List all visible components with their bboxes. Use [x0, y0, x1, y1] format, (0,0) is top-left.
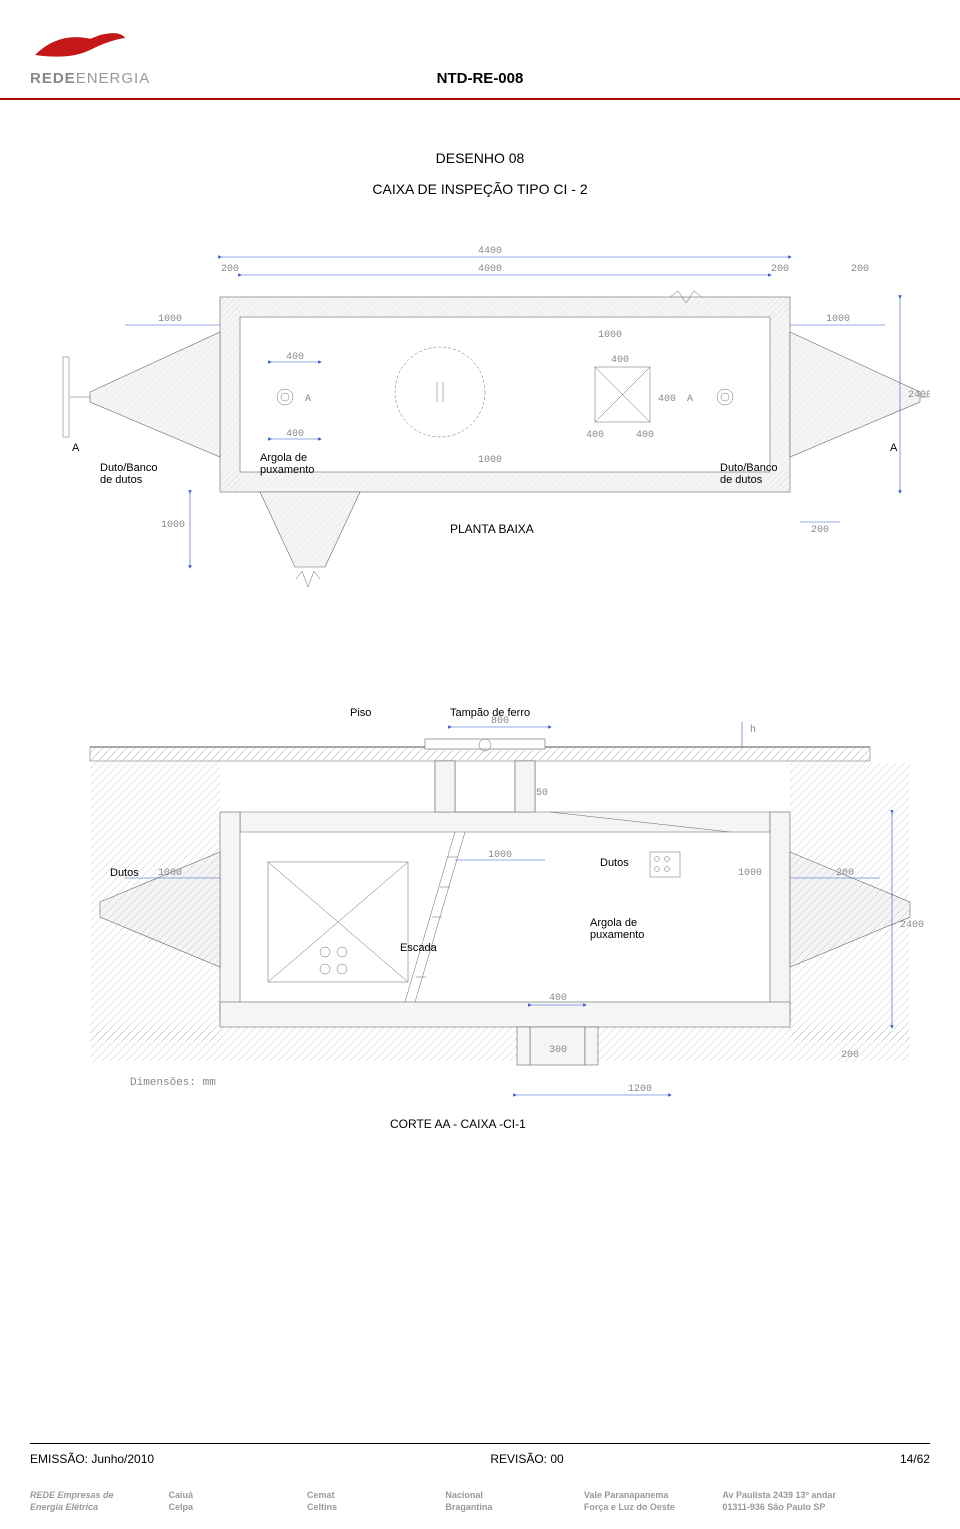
footer-meta: EMISSÃO: Junho/2010 REVISÃO: 00 14/62 — [30, 1452, 930, 1466]
label-tampao: Tampão de ferro — [450, 707, 530, 719]
logo: REDEENERGIA — [30, 20, 150, 87]
section-view: 800 h 650 450 — [30, 677, 930, 1157]
col1-sub: Energia Elétrica — [30, 1501, 168, 1514]
label-a-left: A — [72, 442, 79, 454]
footer-col4: Nacional Bragantina — [445, 1489, 583, 1514]
dim-1000c: 1000 — [738, 868, 762, 879]
dim-400e: 400 — [586, 430, 604, 441]
logo-primary: REDE — [30, 70, 76, 87]
label-duto-l: Duto/Banco de dutos — [100, 462, 157, 486]
footer-col3: Cemat Celtins — [307, 1489, 445, 1514]
footer-col2: Caiuá Celpa — [168, 1489, 306, 1514]
dim-400s: 400 — [549, 993, 567, 1004]
dim-200l: 200 — [221, 264, 239, 275]
svg-text:A: A — [305, 394, 311, 405]
addr1: Av Paulista 2439 13º andar — [722, 1489, 930, 1502]
dim-200a: 200 — [836, 868, 854, 879]
dim-4400: 4400 — [478, 246, 502, 257]
dim-1200: 1200 — [628, 1084, 652, 1095]
plan-view: 4400 4000 200 200 200 — [30, 227, 930, 647]
footer-cols: REDE Empresas de Energia Elétrica Caiuá … — [30, 1489, 930, 1514]
col1-title: REDE Empresas de — [30, 1489, 168, 1502]
logo-text: REDEENERGIA — [30, 70, 150, 87]
dim-1000c: 1000 — [478, 455, 502, 466]
label-piso: Piso — [350, 707, 371, 719]
dim-h: h — [750, 724, 756, 736]
emissao: EMISSÃO: Junho/2010 — [30, 1452, 154, 1466]
col2a: Caiuá — [168, 1489, 306, 1502]
dim-200r: 200 — [771, 264, 789, 275]
dim-1000-inner: 1000 — [598, 330, 622, 341]
dim-wing-r: 1000 — [826, 314, 850, 325]
drawing-title: CAIXA DE INSPEÇÃO TIPO CI - 2 — [0, 181, 960, 197]
dim-2400: 2400 — [908, 390, 930, 401]
dim-200b: 200 — [841, 1050, 859, 1061]
label-corte: CORTE AA - CAIXA -CI-1 — [390, 1117, 526, 1131]
dim-400a: 400 — [286, 352, 304, 363]
footer-col5: Vale Paranapanema Força e Luz do Oeste — [584, 1489, 722, 1514]
col2b: Celpa — [168, 1501, 306, 1514]
label-argola: Argola de puxamento — [260, 452, 314, 476]
col5b: Força e Luz do Oeste — [584, 1501, 722, 1514]
label-a-right: A — [890, 442, 897, 454]
dim-400b: 400 — [286, 429, 304, 440]
dim-300: 300 — [549, 1045, 567, 1056]
swoosh-icon — [30, 20, 130, 70]
dim-1000b: 1000 — [161, 520, 185, 531]
page-number: 14/62 — [900, 1452, 930, 1466]
footer-col1: REDE Empresas de Energia Elétrica — [30, 1489, 168, 1514]
svg-text:400: 400 — [636, 430, 654, 441]
label-dutos-l: Dutos — [110, 867, 139, 879]
svg-text:A: A — [687, 394, 693, 405]
label-argola-s: Argola de puxamento — [590, 917, 644, 941]
title-block: DESENHO 08 CAIXA DE INSPEÇÃO TIPO CI - 2 — [0, 150, 960, 197]
label-planta: PLANTA BAIXA — [450, 522, 534, 536]
label-escada: Escada — [400, 942, 437, 954]
label-duto-r: Duto/Banco de dutos — [720, 462, 777, 486]
dim-400d: 400 — [658, 394, 676, 405]
logo-secondary: ENERGIA — [76, 70, 151, 87]
addr2: 01311-936 São Paulo SP — [722, 1501, 930, 1514]
dim-1000a: 1000 — [488, 850, 512, 861]
label-unit: Dimensões: mm — [130, 1077, 216, 1089]
dim-400c: 400 — [611, 355, 629, 366]
dim-1000b: 1000 — [158, 868, 182, 879]
col3b: Celtins — [307, 1501, 445, 1514]
label-dutos-r: Dutos — [600, 857, 629, 869]
col4b: Bragantina — [445, 1501, 583, 1514]
drawing-number: DESENHO 08 — [0, 150, 960, 166]
dim-200rr: 200 — [851, 264, 869, 275]
dim-wing-l: 1000 — [158, 314, 182, 325]
footer-divider — [30, 1443, 930, 1444]
doc-code: NTD-RE-008 — [437, 70, 524, 87]
dim-4000: 4000 — [478, 264, 502, 275]
revisao: REVISÃO: 00 — [490, 1452, 563, 1466]
col4a: Nacional — [445, 1489, 583, 1502]
page-header: REDEENERGIA NTD-RE-008 — [0, 0, 960, 100]
col5a: Vale Paranapanema — [584, 1489, 722, 1502]
dim-2400s: 2400 — [900, 920, 924, 931]
footer-address: Av Paulista 2439 13º andar 01311-936 São… — [722, 1489, 930, 1514]
dim-200b: 200 — [811, 525, 829, 536]
col3a: Cemat — [307, 1489, 445, 1502]
